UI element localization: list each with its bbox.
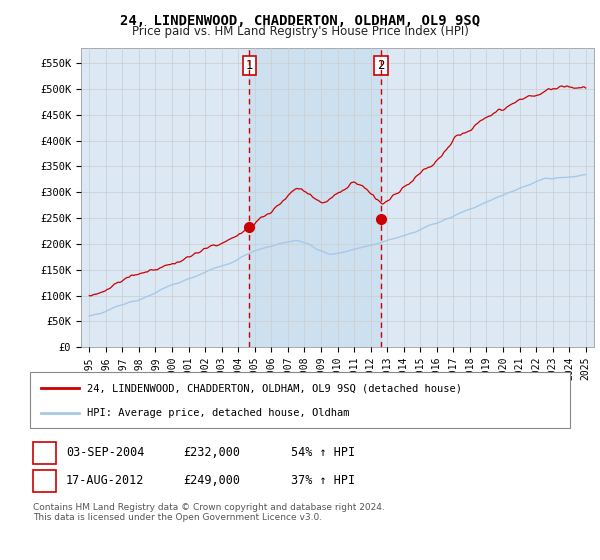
Text: HPI: Average price, detached house, Oldham: HPI: Average price, detached house, Oldh… [86, 408, 349, 418]
Text: 37% ↑ HPI: 37% ↑ HPI [291, 474, 355, 487]
Text: 24, LINDENWOOD, CHADDERTON, OLDHAM, OL9 9SQ (detached house): 24, LINDENWOOD, CHADDERTON, OLDHAM, OL9 … [86, 383, 462, 393]
Text: Contains HM Land Registry data © Crown copyright and database right 2024.
This d: Contains HM Land Registry data © Crown c… [33, 503, 385, 522]
Text: 1: 1 [245, 59, 253, 72]
Text: 17-AUG-2012: 17-AUG-2012 [66, 474, 145, 487]
Text: 24, LINDENWOOD, CHADDERTON, OLDHAM, OL9 9SQ: 24, LINDENWOOD, CHADDERTON, OLDHAM, OL9 … [120, 14, 480, 28]
Text: 03-SEP-2004: 03-SEP-2004 [66, 446, 145, 459]
Text: Price paid vs. HM Land Registry's House Price Index (HPI): Price paid vs. HM Land Registry's House … [131, 25, 469, 38]
FancyBboxPatch shape [33, 470, 56, 492]
Text: 2: 2 [377, 59, 385, 72]
FancyBboxPatch shape [33, 442, 56, 464]
Text: £232,000: £232,000 [183, 446, 240, 459]
Text: £249,000: £249,000 [183, 474, 240, 487]
Text: 1: 1 [41, 446, 48, 459]
FancyBboxPatch shape [30, 372, 570, 428]
Text: 2: 2 [41, 474, 48, 487]
Bar [249, 48, 381, 347]
Text: 54% ↑ HPI: 54% ↑ HPI [291, 446, 355, 459]
